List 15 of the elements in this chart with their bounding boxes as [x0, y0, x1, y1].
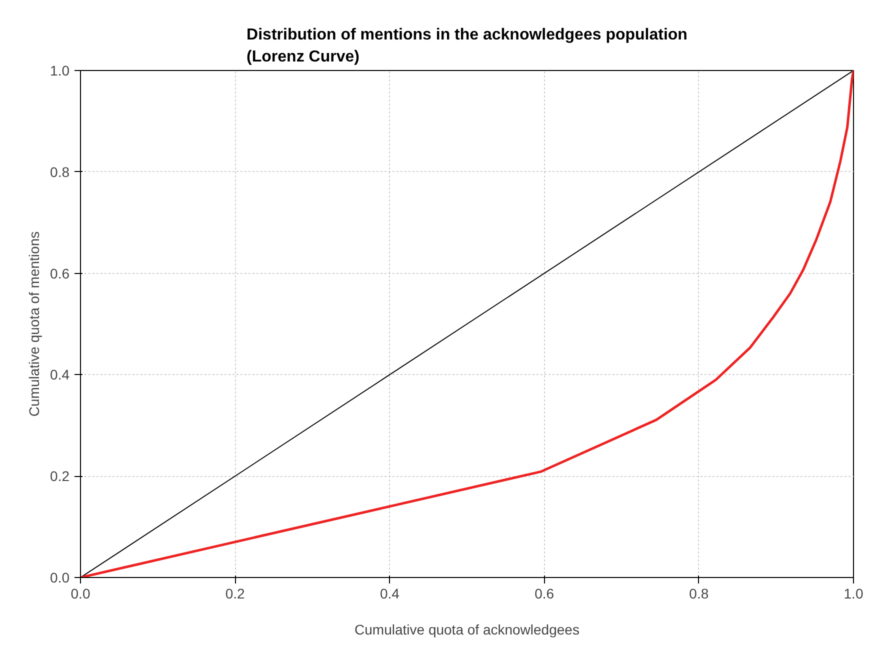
- x-tick-label: 0.4: [380, 586, 400, 602]
- y-tick-label: 0.6: [50, 265, 70, 282]
- x-tick-label: 0.2: [225, 586, 246, 602]
- y-tick-label: 0.0: [50, 570, 70, 586]
- x-axis-title: Cumulative quota of acknowledgees: [354, 622, 580, 638]
- y-tick-label: 1.0: [50, 62, 70, 78]
- y-tick-label: 0.8: [50, 164, 70, 180]
- x-tick-label: 1.0: [844, 586, 864, 602]
- y-axis-title: Cumulative quota of mentions: [26, 231, 42, 417]
- chart-title: Distribution of mentions in the acknowledgees population (Lorenz Curve): [246, 26, 688, 66]
- x-tick-label: 0.8: [689, 586, 709, 602]
- y-tick-label: 0.4: [50, 366, 70, 383]
- y-tick-label: 0.2: [50, 468, 70, 484]
- x-tick-label: 0.0: [70, 586, 90, 602]
- x-tick-label: 0.6: [534, 586, 554, 602]
